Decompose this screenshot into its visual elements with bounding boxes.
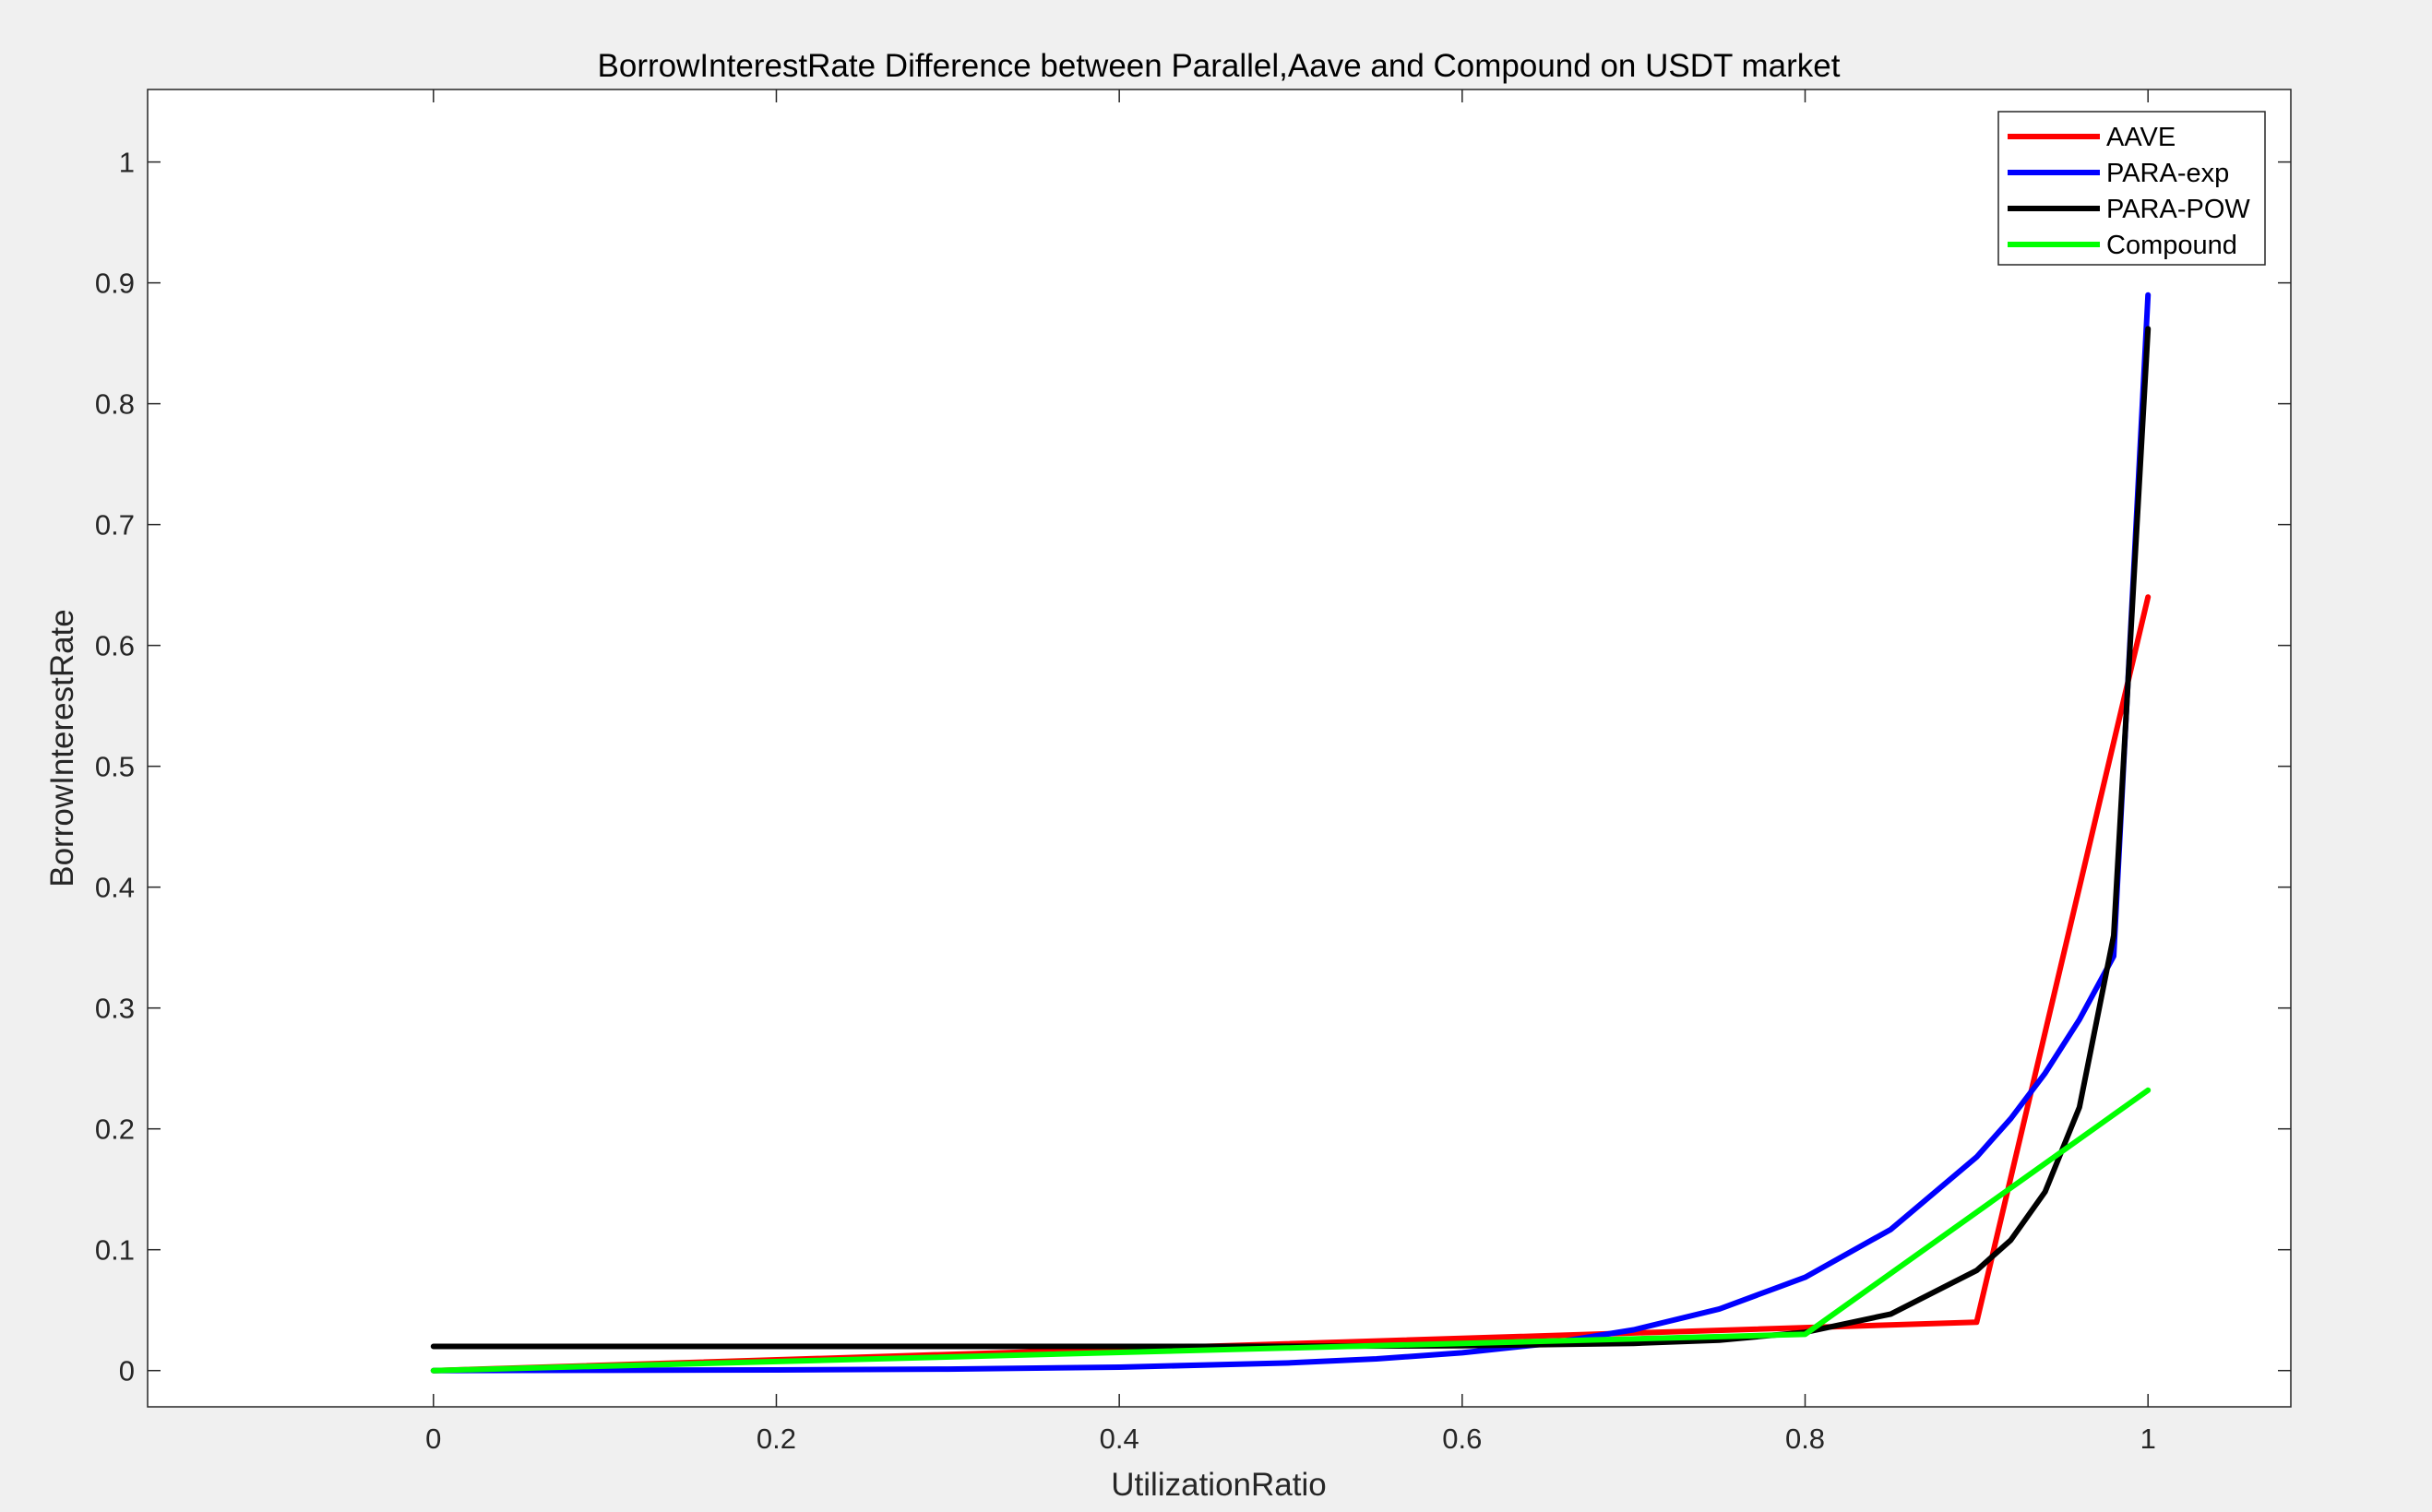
x-axis-label: UtilizationRatio [1111, 1467, 1326, 1503]
x-tick-label: 0.6 [1442, 1423, 1482, 1455]
legend: AAVE PARA-exp PARA-POW Compound [1997, 111, 2266, 266]
series-line-para-pow [430, 326, 2152, 1350]
x-tick-label: 0 [425, 1423, 441, 1455]
legend-label: PARA-exp [2106, 159, 2229, 188]
y-tick-label: 0.1 [95, 1234, 135, 1267]
axis-ticks: 0 0.2 0.4 0.6 0.8 1 0 0.1 0.2 0.3 0.4 0.5 0.6 0.7 0.8 0… [95, 89, 2291, 1455]
y-tick-label: 0.2 [95, 1113, 135, 1146]
series-lines [430, 292, 2152, 1374]
series-line-para-exp [430, 292, 2152, 1374]
chart-title: BorrowInterestRate Difference between Pa… [598, 48, 1841, 84]
x-tick-label: 0.2 [757, 1423, 796, 1455]
legend-label: Compound [2106, 231, 2237, 260]
legend-label: PARA-POW [2106, 195, 2250, 224]
x-tick-label: 1 [2140, 1423, 2156, 1455]
y-tick-label: 1 [119, 147, 135, 179]
y-tick-label: 0 [119, 1355, 135, 1387]
y-tick-label: 0.5 [95, 751, 135, 783]
plot-area [148, 89, 2291, 1407]
x-tick-label: 0.8 [1785, 1423, 1825, 1455]
series-line-compound [430, 1087, 2152, 1374]
y-tick-label: 0.9 [95, 268, 135, 300]
y-tick-label: 0.8 [95, 388, 135, 421]
y-tick-label: 0.4 [95, 872, 135, 904]
y-axis-label: BorrowInterestRate [44, 609, 80, 887]
legend-label: AAVE [2106, 123, 2176, 152]
y-tick-label: 0.6 [95, 630, 135, 662]
y-tick-label: 0.7 [95, 509, 135, 542]
axes-box [147, 89, 2292, 1408]
x-tick-label: 0.4 [1100, 1423, 1139, 1455]
y-tick-label: 0.3 [95, 993, 135, 1025]
